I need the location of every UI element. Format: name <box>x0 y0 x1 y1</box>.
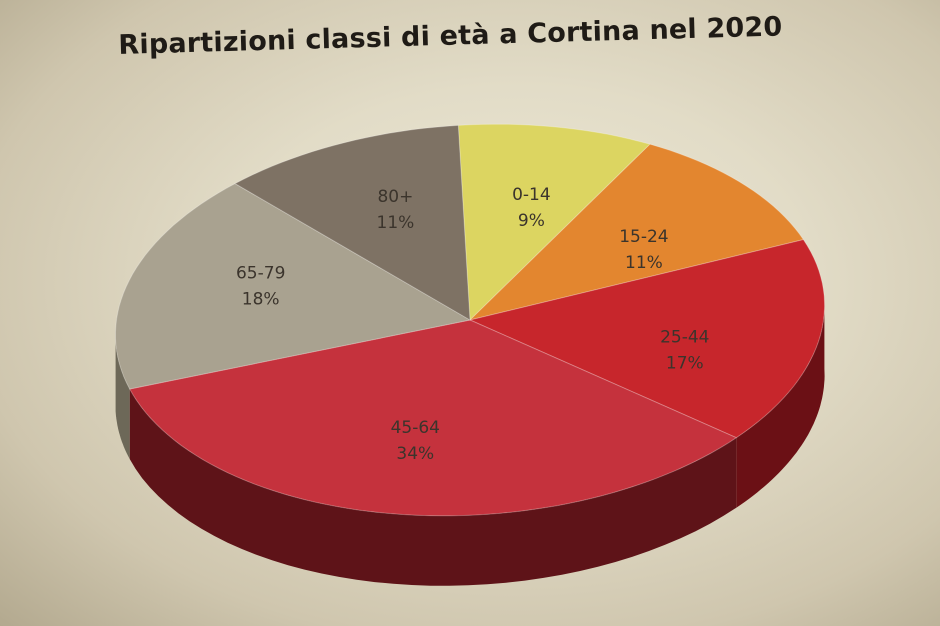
pie-labels: 0-14 9% 15-24 11% 25-44 17% 45-64 34% 65-79 18% 80… <box>236 185 710 464</box>
pie-side-65-79 <box>115 341 130 459</box>
slice-value-label: 9% <box>518 211 545 231</box>
pie-slices <box>115 123 825 517</box>
pie-slice-15-24 <box>468 143 805 321</box>
slice-value-label: 11% <box>377 213 415 233</box>
slice-category-label: 65-79 <box>236 264 285 284</box>
slice-value-label: 18% <box>242 290 280 310</box>
slice-value-label: 11% <box>625 253 663 273</box>
slice-category-label: 45-64 <box>391 418 440 438</box>
pie-slice-65-79 <box>115 183 472 390</box>
pie-side-25-44 <box>736 298 825 508</box>
slice-category-label: 0-14 <box>512 185 551 205</box>
slice-category-label: 25-44 <box>660 327 709 347</box>
pie-side-45-64 <box>129 389 737 586</box>
slice-value-label: 17% <box>666 353 704 373</box>
slice-category-label: 80+ <box>377 187 413 207</box>
pie-slice-80+ <box>234 124 471 321</box>
pie-slice-25-44 <box>468 239 825 439</box>
slice-category-label: 15-24 <box>619 227 668 247</box>
pie-depth <box>115 298 825 586</box>
slice-value-label: 34% <box>396 444 434 464</box>
pie-slice-45-64 <box>128 319 738 517</box>
pie-slice-0-14 <box>457 123 651 322</box>
